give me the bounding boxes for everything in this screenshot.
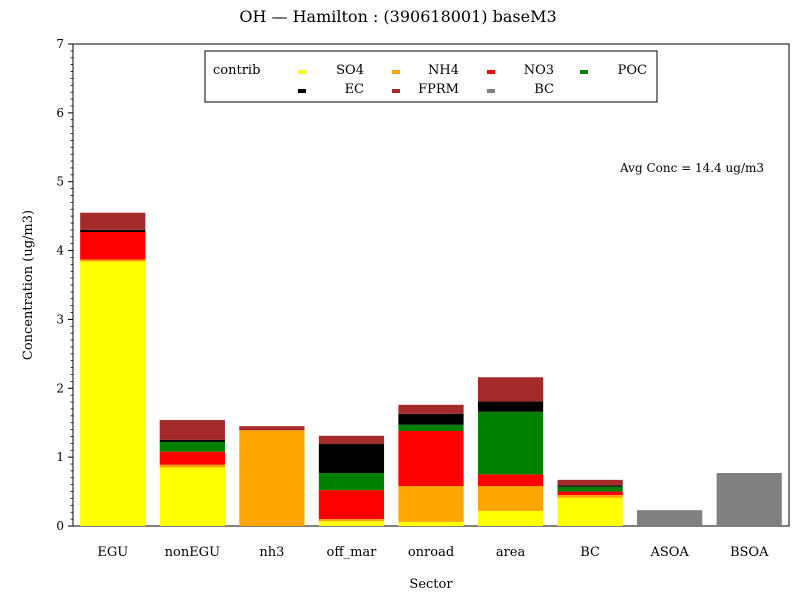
legend-box — [204, 50, 658, 103]
bar-segment-EGU-NO3 — [80, 231, 146, 260]
legend-label-NH4: NH4 — [428, 63, 459, 78]
bar-segment-EGU-EC — [80, 229, 146, 232]
legend-swatch-SO4 — [298, 70, 306, 74]
bar-segment-off_mar-POC — [318, 472, 385, 491]
bar-segment-onroad-POC — [398, 424, 464, 431]
legend-swatch-POC — [580, 70, 588, 74]
x-tick-label: ASOA — [649, 545, 689, 560]
bar-segment-EGU-NH4 — [80, 259, 146, 262]
bar-stack-nonEGU — [159, 419, 225, 526]
bar-segment-BC-NH4 — [557, 495, 623, 498]
legend-label-BC: BC — [534, 82, 554, 97]
bar-segment-off_mar-EC — [318, 444, 385, 473]
y-tick-label: 0 — [56, 519, 64, 533]
bar-segment-nonEGU-SO4 — [159, 467, 225, 526]
bar-stack-EGU — [80, 212, 146, 526]
y-tick-label: 2 — [56, 381, 64, 395]
bar-segment-nh3-FPRM — [239, 426, 305, 431]
legend-entries: SO4 NH4 NO3 POC EC FPRM BC — [298, 63, 647, 97]
x-tick-label: BSOA — [730, 545, 769, 560]
bar-stack-onroad — [398, 404, 464, 526]
y-tick-label: 7 — [56, 37, 64, 51]
bar-stack-ASOA — [637, 510, 703, 526]
bar-segment-BSOA-BC — [716, 472, 782, 526]
legend-swatch-BC — [487, 89, 495, 93]
bar-segment-nonEGU-FPRM — [159, 419, 225, 440]
x-tick-label: nonEGU — [165, 545, 220, 560]
bar-segment-area-EC — [477, 401, 544, 412]
bar-segment-onroad-FPRM — [398, 404, 464, 414]
bar-segment-BC-NO3 — [557, 491, 623, 496]
bar-stack-BSOA — [716, 472, 782, 526]
bar-segment-off_mar-FPRM — [318, 435, 385, 445]
y-tick-label: 6 — [56, 106, 64, 120]
bar-segment-EGU-SO4 — [80, 261, 146, 526]
bar-segment-area-POC — [477, 411, 544, 475]
bar-segment-nh3-NH4 — [239, 430, 305, 526]
bar-segment-area-SO4 — [477, 510, 544, 526]
bar-segment-nonEGU-NH4 — [159, 464, 225, 468]
bar-segment-onroad-NH4 — [398, 486, 464, 522]
legend-swatch-FPRM — [392, 89, 400, 93]
bar-segment-BC-SO4 — [557, 497, 623, 526]
legend-label-FPRM: FPRM — [418, 82, 459, 97]
bar-segment-onroad-SO4 — [398, 521, 464, 526]
bar-segment-nonEGU-EC — [159, 439, 225, 442]
x-tick-label: BC — [580, 545, 600, 560]
bar-stack-area — [477, 377, 544, 526]
legend-label-SO4: SO4 — [336, 63, 364, 78]
bar-stack-nh3 — [239, 426, 305, 526]
bar-segment-EGU-FPRM — [80, 212, 146, 230]
bar-segment-onroad-EC — [398, 413, 464, 425]
legend-swatch-EC — [298, 89, 306, 93]
y-tick-label: 3 — [56, 312, 64, 326]
bar-segment-BC-EC — [557, 485, 623, 487]
y-axis-label: Concentration (ug/m3) — [21, 210, 36, 360]
bar-segment-off_mar-SO4 — [318, 521, 385, 526]
bar-stack-BC — [557, 479, 623, 526]
x-tick-label: onroad — [408, 545, 454, 560]
legend-label-EC: EC — [345, 82, 364, 97]
y-tick-label: 4 — [56, 244, 64, 258]
bar-segment-nonEGU-NO3 — [159, 451, 225, 465]
bar-segment-ASOA-BC — [637, 510, 703, 526]
chart-title: OH — Hamilton : (390618001) baseM3 — [239, 7, 556, 26]
legend-swatch-NO3 — [487, 70, 495, 74]
legend-label-POC: POC — [618, 63, 647, 78]
x-tick-label: nh3 — [259, 545, 284, 560]
x-tick-label: area — [496, 545, 526, 560]
avg-conc-annotation: Avg Conc = 14.4 ug/m3 — [619, 161, 764, 175]
bar-stack-off_mar — [318, 435, 385, 526]
y-axis: 0 1 2 3 4 5 6 7 — [56, 37, 73, 533]
x-axis-label: Sector — [409, 577, 453, 592]
bar-segment-onroad-NO3 — [398, 430, 464, 487]
bar-segment-off_mar-NH4 — [318, 519, 385, 522]
x-tick-label: off_mar — [327, 545, 378, 560]
y-tick-label: 5 — [56, 175, 64, 189]
bars-layer — [80, 212, 782, 526]
y-tick-label: 1 — [56, 450, 64, 464]
bar-segment-nonEGU-POC — [159, 441, 225, 452]
bar-segment-area-NO3 — [477, 474, 544, 487]
bar-segment-area-FPRM — [477, 377, 544, 402]
x-tick-label: EGU — [97, 545, 128, 560]
legend-label-NO3: NO3 — [524, 63, 554, 78]
legend-swatch-NH4 — [392, 70, 400, 74]
bar-segment-area-NH4 — [477, 486, 544, 511]
legend: contrib SO4 NH4 NO3 POC EC FPRM BC — [204, 50, 658, 103]
legend-title: contrib — [213, 63, 260, 78]
x-axis: EGU nonEGU nh3 off_mar onroad area BC ASOA BSOA — [97, 545, 769, 560]
bar-segment-off_mar-NO3 — [318, 490, 385, 520]
bar-segment-BC-POC — [557, 486, 623, 492]
bar-segment-BC-FPRM — [557, 479, 623, 486]
